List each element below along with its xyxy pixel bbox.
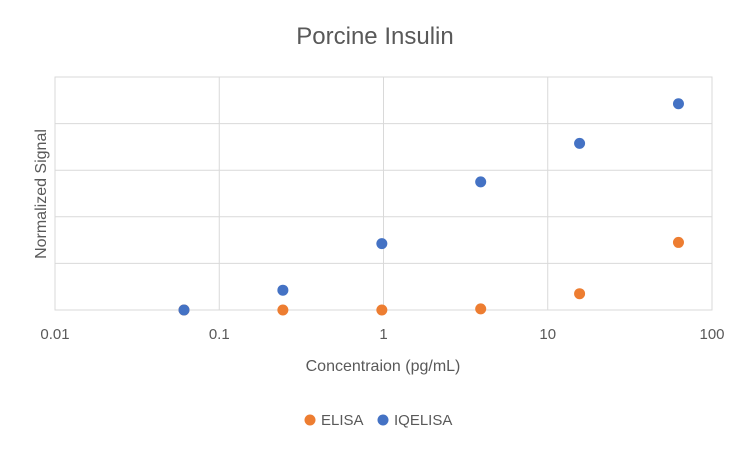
- x-tick-label: 1: [379, 326, 387, 343]
- data-point: [376, 238, 388, 250]
- legend-marker: [304, 414, 316, 426]
- legend-item: IQELISA: [377, 412, 452, 429]
- x-tick-label: 10: [539, 326, 556, 343]
- data-point: [178, 304, 190, 316]
- data-point: [475, 303, 487, 315]
- y-axis-title: Normalized Signal: [33, 129, 50, 259]
- x-tick-label: 0.01: [40, 326, 69, 343]
- data-point: [277, 304, 289, 316]
- data-point: [475, 176, 487, 188]
- data-points: [178, 98, 684, 316]
- legend: ELISA IQELISA: [304, 412, 452, 429]
- legend-item: ELISA: [304, 412, 364, 429]
- legend-label: ELISA: [321, 412, 364, 429]
- x-axis-tick-labels: 0.01 0.1 1 10 100: [40, 326, 724, 343]
- legend-label: IQELISA: [394, 412, 452, 429]
- data-point: [376, 304, 388, 316]
- data-point: [672, 98, 684, 110]
- data-point: [672, 236, 684, 248]
- data-point: [574, 137, 586, 149]
- series-elisa: [178, 236, 684, 316]
- data-point: [277, 284, 289, 296]
- series-iqelisa: [178, 98, 684, 316]
- legend-marker: [377, 414, 389, 426]
- x-tick-label: 100: [699, 326, 724, 343]
- data-point: [574, 288, 586, 300]
- x-tick-label: 0.1: [209, 326, 230, 343]
- chart-title: Porcine Insulin: [296, 23, 453, 50]
- grid-lines: [54, 76, 713, 311]
- x-axis-title: Concentraion (pg/mL): [306, 358, 461, 375]
